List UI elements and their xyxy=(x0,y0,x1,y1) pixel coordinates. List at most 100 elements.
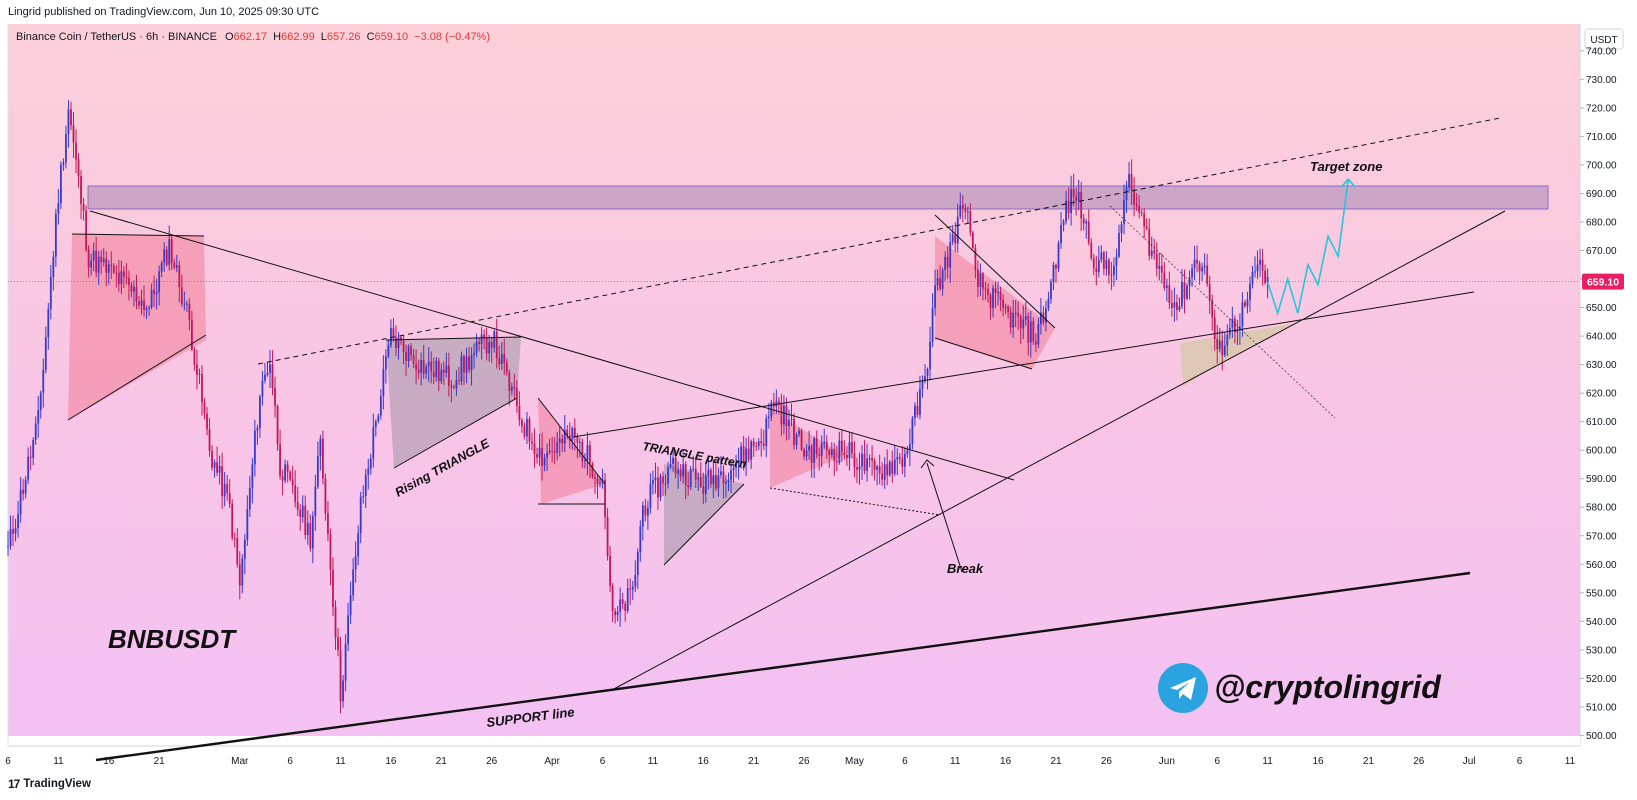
candle-body xyxy=(533,443,536,455)
candle-body xyxy=(218,466,221,473)
candle-body xyxy=(954,234,957,244)
candle-body xyxy=(150,289,153,308)
candle-body xyxy=(866,458,868,471)
candle-body xyxy=(193,349,196,365)
currency-button[interactable] xyxy=(1584,28,1624,50)
candle-body xyxy=(1155,253,1158,269)
time-tick-label: 11 xyxy=(648,756,659,767)
time-tick-label: 26 xyxy=(486,756,498,767)
price-tick-label: 540.00 xyxy=(1586,617,1617,628)
price-tick-label: 560.00 xyxy=(1586,560,1617,571)
candle-body xyxy=(1153,250,1156,254)
candle-body xyxy=(286,464,289,472)
candle-body xyxy=(243,539,246,559)
candle-body xyxy=(752,441,755,447)
candle-body xyxy=(354,556,357,570)
candle-body xyxy=(1045,308,1047,323)
candle-body xyxy=(228,493,231,504)
legend-open: 662.17 xyxy=(234,31,268,43)
candle-body xyxy=(397,337,400,349)
time-tick-label: 21 xyxy=(1050,756,1062,767)
candle-body xyxy=(158,271,161,293)
candle-body xyxy=(1203,265,1206,268)
candle-body xyxy=(735,463,737,468)
candle-body xyxy=(946,256,949,268)
candle-body xyxy=(253,430,256,465)
candle-body xyxy=(412,355,415,364)
candle-body xyxy=(173,262,176,268)
candle-body xyxy=(639,526,642,552)
candle-body xyxy=(1113,266,1115,276)
candle-body xyxy=(1019,316,1022,329)
time-tick-label: 6 xyxy=(1517,756,1523,767)
candle-body xyxy=(576,436,579,443)
candle-body xyxy=(704,475,707,494)
candle-body xyxy=(216,462,219,473)
candle-body xyxy=(636,551,639,576)
candle-body xyxy=(130,284,133,292)
price-tick-label: 670.00 xyxy=(1586,246,1617,257)
candle-body xyxy=(80,176,82,204)
candle-body xyxy=(674,457,677,474)
candle-body xyxy=(1057,243,1060,269)
candle-body xyxy=(868,458,871,460)
time-tick-label: 11 xyxy=(335,756,346,767)
candle-body xyxy=(97,256,100,273)
handle-label: @cryptolingrid xyxy=(1214,669,1442,705)
candle-body xyxy=(9,528,12,547)
candle-body xyxy=(276,406,279,445)
candle-body xyxy=(971,232,974,248)
candle-body xyxy=(7,546,9,548)
price-tick-label: 610.00 xyxy=(1586,417,1617,428)
candle-body xyxy=(337,637,339,651)
candle-body xyxy=(1201,267,1204,272)
candle-body xyxy=(281,476,284,481)
candle-body xyxy=(1012,312,1015,328)
candle-body xyxy=(374,421,377,428)
candle-body xyxy=(226,483,229,494)
candle-body xyxy=(279,444,281,477)
candle-body xyxy=(793,419,795,445)
tradingview-logo[interactable]: 17 TradingView xyxy=(8,777,91,791)
candle-body xyxy=(405,352,407,362)
candle-body xyxy=(712,474,715,485)
price-chart[interactable]: Binance Coin / TetherUS · 6h · BINANCE O6… xyxy=(0,24,1637,770)
candle-body xyxy=(1029,321,1032,343)
candle-body xyxy=(349,595,352,616)
candle-body xyxy=(17,514,19,529)
dotted-neckline xyxy=(769,487,941,516)
time-tick-label: 6 xyxy=(287,756,293,767)
footer-bar: 17 TradingView xyxy=(0,770,1637,800)
candle-body xyxy=(357,532,360,557)
candle-body xyxy=(591,463,594,478)
candle-body xyxy=(468,356,470,370)
candle-body xyxy=(1067,200,1070,214)
candle-body xyxy=(264,374,266,381)
candle-body xyxy=(1014,312,1017,314)
candle-body xyxy=(999,292,1002,300)
candle-body xyxy=(997,292,999,294)
candle-body xyxy=(500,354,503,365)
candle-body xyxy=(400,337,402,341)
candle-body xyxy=(538,447,541,458)
candle-body xyxy=(818,454,821,456)
candle-body xyxy=(90,260,93,268)
time-tick-label: 16 xyxy=(1312,756,1324,767)
candle-body xyxy=(929,341,931,370)
candle-body xyxy=(777,400,780,404)
candle-body xyxy=(271,364,274,389)
candle-body xyxy=(135,287,138,302)
candle-body xyxy=(956,217,959,244)
time-tick-label: 6 xyxy=(902,756,908,767)
candle-body xyxy=(1009,311,1012,328)
candle-body xyxy=(599,482,601,484)
candle-body xyxy=(853,453,856,468)
candle-body xyxy=(1072,189,1075,197)
candle-body xyxy=(1087,221,1090,243)
candle-body xyxy=(611,585,614,612)
candle-body xyxy=(407,346,410,362)
time-tick-label: 16 xyxy=(698,756,710,767)
candle-body xyxy=(442,369,445,373)
candle-body xyxy=(432,371,435,377)
price-tick-label: 630.00 xyxy=(1586,360,1617,371)
